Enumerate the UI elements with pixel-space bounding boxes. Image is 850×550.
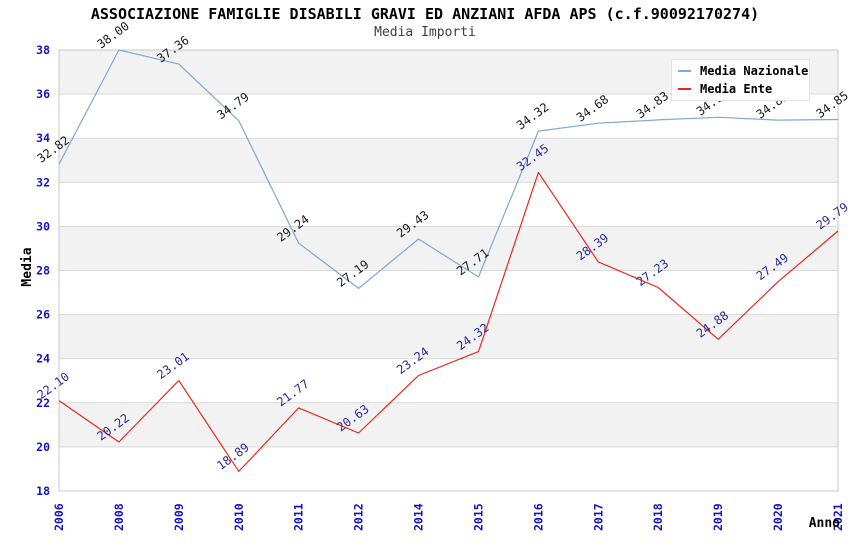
y-tick-label: 34 [36,131,50,145]
legend-label-media-nazionale: Media Nazionale [700,64,809,78]
value-label: 38.00 [94,19,131,52]
y-tick-label: 38 [36,43,50,57]
x-tick-label: 2006 [52,503,66,531]
y-tick-label: 18 [36,484,50,498]
x-tick-label: 2015 [472,503,486,531]
media-nazionale-line-swatch [678,70,691,72]
legend-item-media-ente: Media Ente [678,82,809,96]
y-tick-label: 20 [36,440,50,454]
y-tick-labels: 18 20 22 24 26 28 30 32 34 36 38 [36,43,50,498]
plot-band [59,314,838,359]
x-tick-label: 2016 [531,503,545,531]
x-tick-label: 2010 [232,503,246,531]
y-tick-label: 36 [36,87,50,101]
value-label: 34.32 [514,100,551,133]
y-tick-label: 28 [36,264,50,278]
x-tick-label: 2011 [292,503,306,531]
x-axis-title: Anno [809,516,840,531]
legend-label-media-ente: Media Ente [700,82,773,96]
legend-item-media-nazionale: Media Nazionale [678,64,809,78]
y-tick-label: 24 [36,352,50,366]
y-axis-title: Media [20,247,35,286]
chart-subtitle: Media Importi [374,25,476,40]
x-tick-label: 2017 [591,503,605,531]
series-line-media-ente [58,171,839,472]
value-label: 34.68 [574,92,611,125]
y-tick-label: 22 [36,396,50,410]
x-tick-label: 2014 [412,503,426,531]
chart-title: ASSOCIAZIONE FAMIGLIE DISABILI GRAVI ED … [90,5,760,23]
x-tick-label: 2020 [771,503,785,531]
legend: Media Nazionale Media Ente [671,59,810,101]
plot-band [59,402,838,447]
y-tick-label: 32 [36,175,50,189]
plot-border [58,49,839,492]
media-ente-line-swatch [678,88,691,90]
x-tick-label: 2021 [831,503,845,531]
x-tick-label: 2019 [711,503,725,531]
y-tick-label: 26 [36,308,50,322]
gridlines [59,93,838,448]
x-tick-label: 2018 [651,503,665,531]
x-tick-label: 2012 [352,503,366,531]
plot-band [59,138,838,183]
plot-bands [59,50,838,447]
y-tick-label: 30 [36,219,50,233]
plot-band [59,226,838,271]
x-tick-labels: 2006 2008 2009 2010 2011 2012 2014 2015 2016 2017… [52,503,845,531]
x-tick-label: 2008 [112,503,126,531]
series-path [58,49,839,289]
series-path [58,171,839,472]
series-line-media-nazionale [58,49,839,289]
x-tick-label: 2009 [172,503,186,531]
